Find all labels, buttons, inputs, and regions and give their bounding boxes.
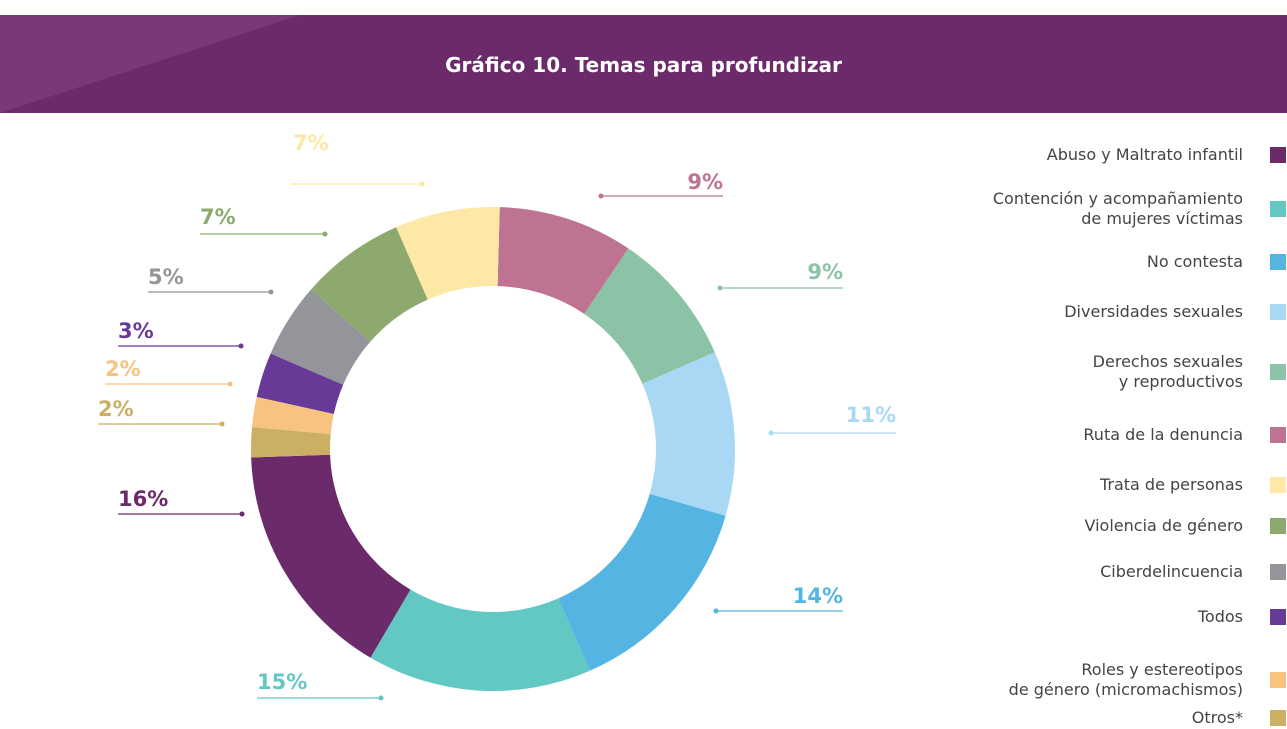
donut-segment [370,589,590,692]
leader-dot [713,608,719,614]
legend-label: No contesta [1146,252,1243,271]
data-label: 11% [846,403,896,427]
donut-segment [558,493,726,671]
leader-dot [219,421,225,427]
leader-dot [598,193,604,199]
leader-dot [717,285,723,291]
legend-label: Violencia de género [1084,516,1243,535]
leader-dot [419,181,425,187]
legend-swatch [1270,518,1286,534]
legend-swatch [1270,254,1286,270]
donut-segment [584,248,715,384]
leader-dot [768,430,774,436]
donut-segment [256,353,344,414]
legend-swatch [1270,609,1286,625]
data-label: 9% [687,170,723,194]
legend-swatch [1270,710,1286,726]
donut-segment [642,352,735,516]
leader-dot [239,511,245,517]
donut-segment [270,289,371,385]
legend-label: Ruta de la denuncia [1083,425,1243,444]
data-label: 9% [807,260,843,284]
legend-swatch [1270,427,1286,443]
leader-dot [227,381,233,387]
legend-swatch [1270,147,1286,163]
legend-label: Abuso y Maltrato infantil [1046,145,1243,164]
donut-segment [251,454,411,658]
data-label: 2% [98,397,134,421]
data-label: 2% [105,357,141,381]
legend-swatch [1270,672,1286,688]
leader-dot [268,289,274,295]
leader-dot [238,343,244,349]
legend-label: Roles y estereotipos de género (micromac… [1008,660,1243,699]
legend-label: Todos [1197,607,1243,626]
donut-segment [251,397,334,435]
data-label: 7% [200,205,236,229]
data-label: 16% [118,487,168,511]
leader-dot [378,695,384,701]
legend-swatch [1270,364,1286,380]
legend-label: Contención y acompañamiento de mujeres v… [992,189,1243,228]
donut-segment [310,227,428,342]
leader-dot [322,231,328,237]
data-label: 14% [793,584,843,608]
legend-swatch [1270,304,1286,320]
legend-label: Trata de personas [1099,475,1243,494]
data-label: 5% [148,265,184,289]
donut-segment [250,427,331,458]
chart-title: Gráfico 10. Temas para profundizar [445,53,842,77]
data-label: 15% [257,670,307,694]
legend-swatch [1270,201,1286,217]
donut-segment [497,207,629,314]
legend-swatch [1270,477,1286,493]
legend-swatch [1270,564,1286,580]
legend-label: Diversidades sexuales [1064,302,1243,321]
legend-label: Otros* [1191,708,1243,727]
data-label: 7% [293,131,329,155]
header: Gráfico 10. Temas para profundizar [0,15,1287,113]
legend-label: Derechos sexuales y reproductivos [1092,352,1243,391]
legend-label: Ciberdelincuencia [1100,562,1243,581]
data-label: 3% [118,319,154,343]
donut-segment [396,207,500,300]
